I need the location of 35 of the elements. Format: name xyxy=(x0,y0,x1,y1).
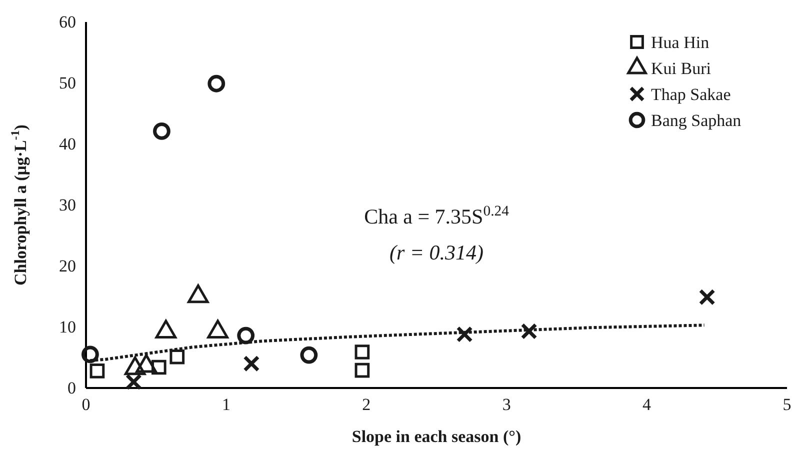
x-tick-label: 4 xyxy=(642,395,652,414)
annotation: Cha a = 7.35S$^{0.24}$ xyxy=(364,203,510,228)
point xyxy=(153,122,170,140)
x-tick-label: 2 xyxy=(362,395,371,414)
legend-label: Hua Hin xyxy=(651,33,710,52)
y-tick-label: 20 xyxy=(59,256,76,276)
y-tick-label: 60 xyxy=(59,12,76,32)
x-tick-label: 3 xyxy=(502,395,511,414)
y-tick-label: 10 xyxy=(59,317,76,336)
point xyxy=(698,288,716,306)
point xyxy=(82,346,99,364)
point xyxy=(300,346,318,364)
point xyxy=(125,374,142,390)
point xyxy=(208,74,226,92)
y-tick-label: 0 xyxy=(68,378,76,398)
y-tick-label: 50 xyxy=(59,73,76,92)
point xyxy=(456,326,473,343)
point xyxy=(90,364,105,378)
y-tick-label: 40 xyxy=(59,134,76,154)
point xyxy=(151,360,166,375)
x-tick-label: 1 xyxy=(222,395,230,414)
point xyxy=(243,355,260,372)
x-tick-label: 5 xyxy=(782,395,792,414)
annotation: (r = 0.314) xyxy=(389,240,484,264)
point xyxy=(520,323,538,340)
point xyxy=(170,349,185,364)
legend-label: Thap Sakae xyxy=(651,85,731,104)
point xyxy=(354,362,370,378)
point xyxy=(237,326,255,344)
legend-label: Kui Buri xyxy=(651,59,712,78)
x-tick-label: 0 xyxy=(82,395,90,414)
x-axis-title: Slope in each season (°) xyxy=(352,427,522,446)
point xyxy=(354,344,370,360)
legend-label: Bang Saphan xyxy=(651,111,742,130)
y-tick-label: 30 xyxy=(59,195,76,214)
